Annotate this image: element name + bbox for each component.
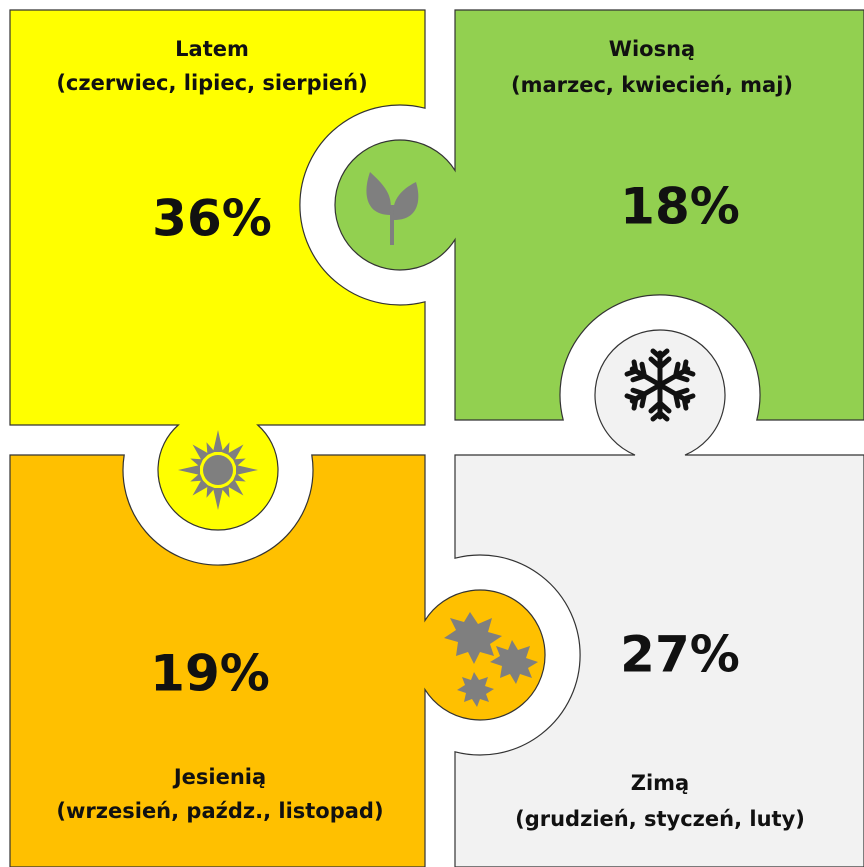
sun-icon (178, 430, 258, 510)
piece-title: Latem (175, 37, 249, 61)
piece-value: 27% (620, 626, 740, 684)
winter-piece (454, 329, 864, 867)
autumn-piece (9, 454, 546, 867)
summer-piece (9, 9, 426, 531)
spring-piece (334, 9, 864, 421)
piece-months: (grudzień, styczeń, luty) (515, 807, 805, 831)
piece-title: Wiosną (609, 37, 695, 61)
piece-months: (wrzesień, paźdz., listopad) (56, 799, 383, 823)
piece-months: (czerwiec, lipiec, sierpień) (56, 71, 367, 95)
piece-value: 19% (150, 645, 270, 703)
leaves-icon (444, 612, 538, 707)
piece-value: 18% (620, 178, 740, 236)
sprout-icon (366, 172, 419, 245)
snowflake-icon (626, 348, 694, 419)
piece-title: Jesienią (172, 765, 266, 789)
piece-title: Zimą (631, 771, 689, 795)
piece-value: 36% (152, 190, 272, 248)
piece-months: (marzec, kwiecień, maj) (511, 73, 793, 97)
